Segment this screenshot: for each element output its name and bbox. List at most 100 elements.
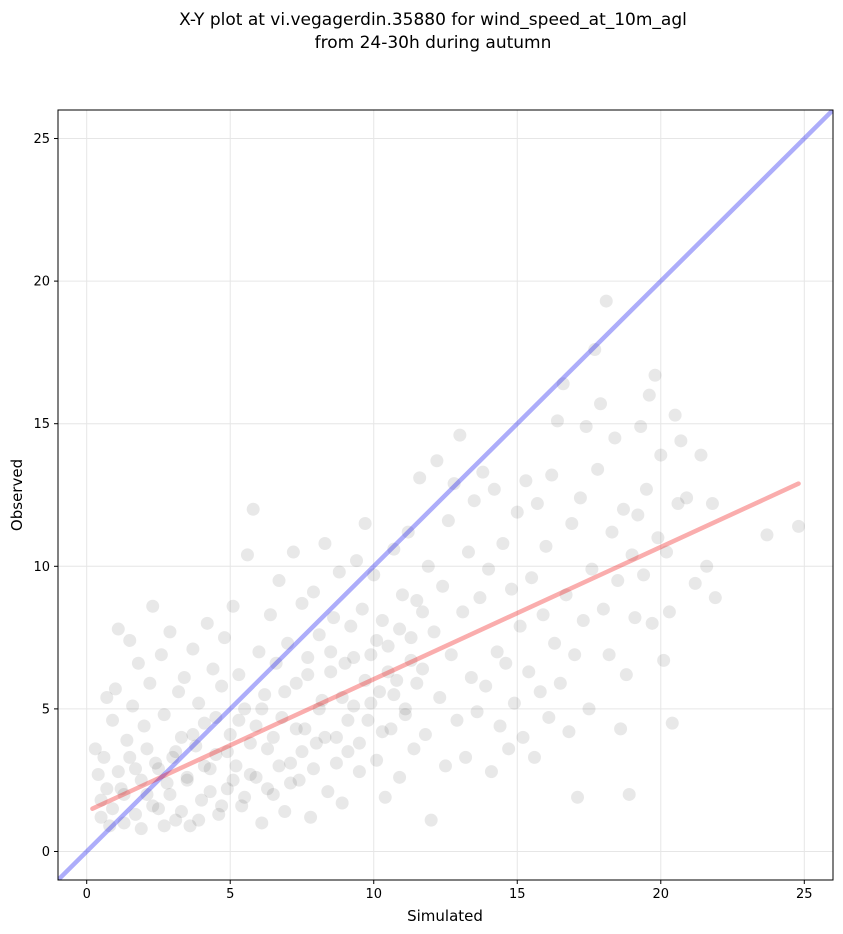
data-point	[358, 673, 372, 687]
data-point	[249, 719, 263, 733]
data-point	[634, 420, 648, 434]
data-point	[479, 679, 493, 693]
data-point	[91, 767, 105, 781]
data-point	[674, 434, 688, 448]
data-point	[111, 622, 125, 636]
data-point	[421, 559, 435, 573]
data-point	[295, 596, 309, 610]
data-point	[482, 562, 496, 576]
data-point	[525, 571, 539, 585]
y-tick-label: 20	[33, 275, 50, 290]
data-point	[355, 602, 369, 616]
data-point	[792, 519, 806, 533]
data-point	[358, 517, 372, 531]
data-point	[100, 782, 114, 796]
data-point	[186, 728, 200, 742]
data-point	[456, 605, 470, 619]
data-point	[433, 690, 447, 704]
data-point	[645, 616, 659, 630]
data-point	[284, 776, 297, 790]
data-point	[232, 713, 246, 727]
data-point	[117, 787, 131, 801]
data-point	[281, 636, 295, 650]
data-point	[183, 819, 197, 833]
data-point	[94, 810, 108, 824]
data-point	[220, 745, 234, 759]
data-point	[332, 565, 346, 579]
data-point	[654, 448, 668, 462]
data-point	[200, 616, 214, 630]
x-tick-label: 20	[653, 887, 670, 902]
data-point	[344, 619, 358, 633]
data-point	[364, 648, 378, 662]
data-point	[619, 668, 633, 682]
data-point	[263, 608, 277, 622]
data-point	[246, 502, 260, 516]
data-point	[599, 294, 613, 308]
data-point	[278, 685, 292, 699]
data-point	[232, 668, 246, 682]
x-tick-label: 15	[509, 887, 526, 902]
data-point	[94, 793, 108, 807]
data-point	[106, 802, 120, 816]
data-point	[410, 676, 424, 690]
data-point	[226, 773, 240, 787]
data-point	[235, 799, 249, 813]
data-point	[177, 671, 191, 685]
data-point	[450, 713, 464, 727]
data-point	[530, 497, 544, 511]
data-point	[137, 719, 151, 733]
data-point	[134, 822, 148, 836]
data-point	[140, 787, 154, 801]
data-point	[143, 676, 157, 690]
data-point	[352, 765, 366, 779]
data-point	[114, 782, 128, 796]
data-point	[436, 579, 450, 593]
data-point	[341, 745, 355, 759]
data-point	[588, 343, 602, 357]
data-point	[522, 665, 536, 679]
data-point	[542, 710, 556, 724]
data-point	[487, 482, 501, 496]
data-point	[324, 645, 338, 659]
data-point	[163, 625, 177, 639]
data-point	[395, 588, 409, 602]
data-point	[131, 656, 145, 670]
data-point	[513, 619, 527, 633]
data-point	[120, 733, 134, 747]
data-point	[381, 665, 395, 679]
data-point	[473, 591, 487, 605]
data-point	[186, 642, 200, 656]
data-point	[249, 770, 263, 784]
data-point	[169, 745, 183, 759]
data-point	[149, 756, 163, 770]
data-point	[151, 802, 165, 816]
data-point	[284, 756, 297, 770]
data-point	[594, 397, 607, 411]
data-point	[192, 813, 206, 827]
data-point	[238, 702, 252, 716]
data-point	[189, 739, 203, 753]
data-point	[705, 497, 719, 511]
data-point	[140, 742, 154, 756]
data-point	[680, 491, 694, 505]
data-point	[708, 591, 722, 605]
data-point	[203, 762, 217, 776]
data-point	[470, 705, 484, 719]
data-point	[238, 790, 252, 804]
data-point	[665, 716, 679, 730]
data-point	[410, 594, 424, 608]
data-point	[516, 730, 530, 744]
data-point	[651, 531, 665, 545]
data-point	[151, 762, 165, 776]
data-point	[223, 728, 237, 742]
data-point	[286, 545, 300, 559]
data-point	[548, 636, 562, 650]
x-axis-label: Simulated	[407, 907, 483, 925]
data-point	[129, 807, 142, 821]
data-point	[306, 585, 320, 599]
y-tick-label: 10	[33, 560, 50, 575]
y-tick-label: 5	[42, 702, 50, 717]
data-point	[163, 787, 177, 801]
data-point	[174, 805, 188, 819]
